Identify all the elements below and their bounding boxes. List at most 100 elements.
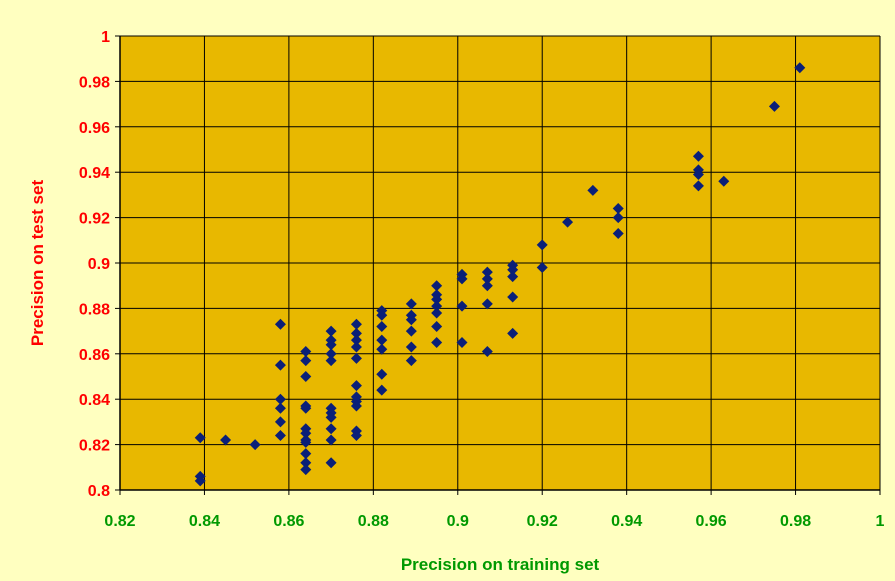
y-tick-label: 0.86: [79, 347, 110, 364]
data-point: [612, 212, 624, 224]
data-point: [507, 264, 519, 276]
data-point: [536, 239, 548, 251]
data-point: [768, 100, 780, 112]
data-point: [274, 402, 286, 414]
data-point: [507, 291, 519, 303]
data-point: [431, 280, 443, 292]
data-point: [274, 430, 286, 442]
data-point: [507, 271, 519, 283]
y-tick-label: 0.88: [79, 301, 110, 318]
y-tick-label: 0.9: [88, 256, 110, 273]
data-point: [350, 341, 362, 353]
data-point: [325, 348, 337, 360]
data-point: [405, 314, 417, 326]
axes: [115, 35, 881, 495]
data-point: [325, 411, 337, 423]
data-point: [431, 307, 443, 319]
data-point: [481, 273, 493, 285]
data-point: [325, 457, 337, 469]
data-point: [300, 402, 312, 414]
data-point: [612, 227, 624, 239]
data-point: [350, 318, 362, 330]
data-point: [350, 400, 362, 412]
data-point: [325, 355, 337, 367]
data-point: [325, 339, 337, 351]
data-point: [350, 430, 362, 442]
y-tick-label: 0.82: [79, 438, 110, 455]
data-point: [405, 298, 417, 310]
x-tick-label: 0.84: [189, 513, 220, 530]
x-tick-label: 0.88: [358, 513, 389, 530]
data-point: [587, 184, 599, 196]
data-point: [481, 346, 493, 358]
data-point: [456, 300, 468, 312]
data-point: [376, 343, 388, 355]
data-point: [405, 325, 417, 337]
y-tick-label: 0.94: [79, 165, 110, 182]
data-point: [325, 423, 337, 435]
data-point: [220, 434, 232, 446]
data-point: [405, 355, 417, 367]
data-point: [536, 262, 548, 274]
data-point: [794, 62, 806, 74]
y-tick-labels: 0.8 0.82 0.84 0.86 0.88 0.9 0.92 0.94 0.96 0.98 1: [79, 29, 110, 500]
x-tick-label: 0.96: [696, 513, 727, 530]
data-point: [350, 327, 362, 339]
data-point: [300, 464, 312, 476]
data-point: [350, 352, 362, 364]
data-point: [405, 341, 417, 353]
data-point: [692, 180, 704, 192]
x-tick-label: 0.9: [447, 513, 469, 530]
data-point: [692, 150, 704, 162]
y-tick-label: 0.96: [79, 120, 110, 137]
data-point: [274, 393, 286, 405]
data-point: [562, 216, 574, 228]
x-tick-label: 1: [876, 513, 885, 530]
data-point: [300, 355, 312, 367]
data-point: [431, 300, 443, 312]
data-point: [194, 432, 206, 444]
y-axis-label: Precision on test set: [28, 180, 47, 347]
data-point: [612, 203, 624, 215]
data-point: [300, 346, 312, 358]
y-tick-label: 0.92: [79, 211, 110, 228]
x-tick-labels: 0.82 0.84 0.86 0.88 0.9 0.92 0.94 0.96 0.98 1: [104, 513, 884, 530]
data-point: [718, 175, 730, 187]
data-point: [300, 457, 312, 469]
data-point: [431, 336, 443, 348]
data-point: [481, 266, 493, 278]
y-tick-label: 1: [101, 29, 110, 46]
data-point: [350, 380, 362, 392]
data-point: [431, 321, 443, 333]
data-point: [456, 336, 468, 348]
data-point: [376, 334, 388, 346]
data-point: [274, 318, 286, 330]
data-point: [431, 293, 443, 305]
y-tick-label: 0.84: [79, 392, 110, 409]
data-point: [300, 436, 312, 448]
data-point: [456, 273, 468, 285]
data-point: [376, 321, 388, 333]
y-tick-label: 0.8: [88, 483, 110, 500]
data-point: [300, 371, 312, 382]
data-point: [481, 298, 493, 310]
data-point: [300, 427, 312, 439]
data-point: [249, 439, 261, 451]
data-point: [376, 309, 388, 321]
x-tick-label: 0.94: [611, 513, 642, 530]
data-point: [692, 168, 704, 180]
data-point: [274, 416, 286, 428]
data-point: [507, 327, 519, 339]
data-point: [376, 368, 388, 380]
data-point: [274, 359, 286, 371]
y-tick-label: 0.98: [79, 74, 110, 91]
data-points: [194, 62, 806, 487]
x-tick-label: 0.82: [104, 513, 135, 530]
data-point: [194, 475, 206, 487]
data-point: [481, 280, 493, 292]
data-point: [376, 384, 388, 396]
data-point: [300, 448, 312, 460]
x-tick-label: 0.86: [273, 513, 304, 530]
